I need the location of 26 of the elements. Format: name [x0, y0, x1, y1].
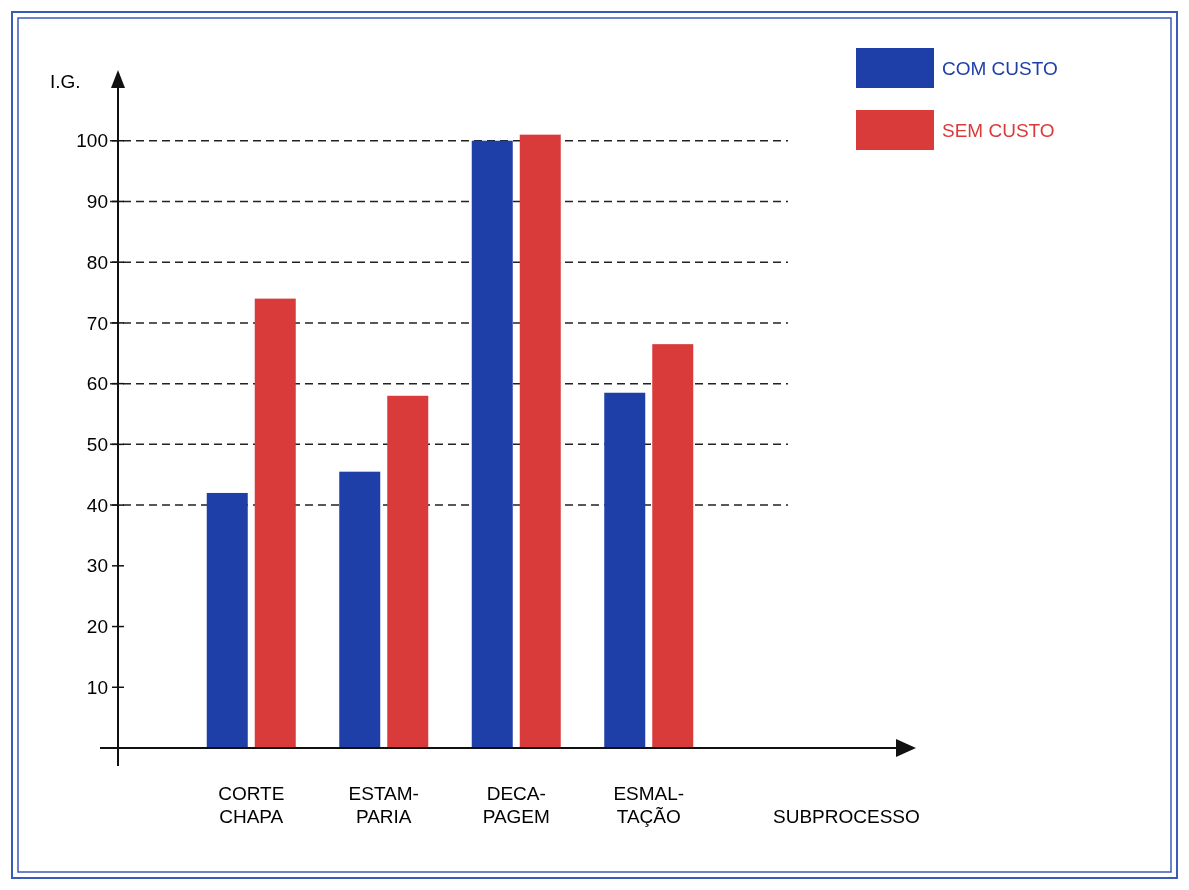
y-tick-label: 100 — [76, 130, 108, 152]
bar — [519, 134, 561, 748]
y-tick-label: 30 — [86, 555, 108, 577]
y-tick-label: 60 — [86, 373, 108, 395]
x-axis-title: SUBPROCESSO — [773, 806, 920, 827]
y-tick-label: 40 — [86, 494, 108, 516]
bar — [604, 392, 646, 748]
y-tick-label: 50 — [86, 434, 108, 456]
bar — [652, 344, 694, 748]
bar — [206, 492, 248, 748]
y-axis-title: I.G. — [50, 71, 81, 92]
y-tick-label: 10 — [86, 676, 108, 698]
x-tick-label: ESTAM- PARIA — [348, 783, 419, 827]
bar — [387, 395, 429, 748]
y-tick-label: 20 — [86, 616, 108, 638]
y-tick-label: 90 — [86, 191, 108, 213]
y-tick-label: 80 — [86, 251, 108, 273]
legend-label: SEM CUSTO — [942, 119, 1055, 141]
bar — [471, 140, 513, 748]
x-tick-label: CORTE CHAPA — [218, 783, 285, 827]
y-tick-label: 70 — [86, 312, 108, 334]
bar — [254, 298, 296, 748]
legend-label: COM CUSTO — [942, 57, 1058, 79]
bar — [339, 471, 381, 748]
x-tick-label: ESMAL- TAÇÃO — [613, 783, 685, 827]
x-tick-label: DECA- PAGEM — [482, 783, 550, 827]
